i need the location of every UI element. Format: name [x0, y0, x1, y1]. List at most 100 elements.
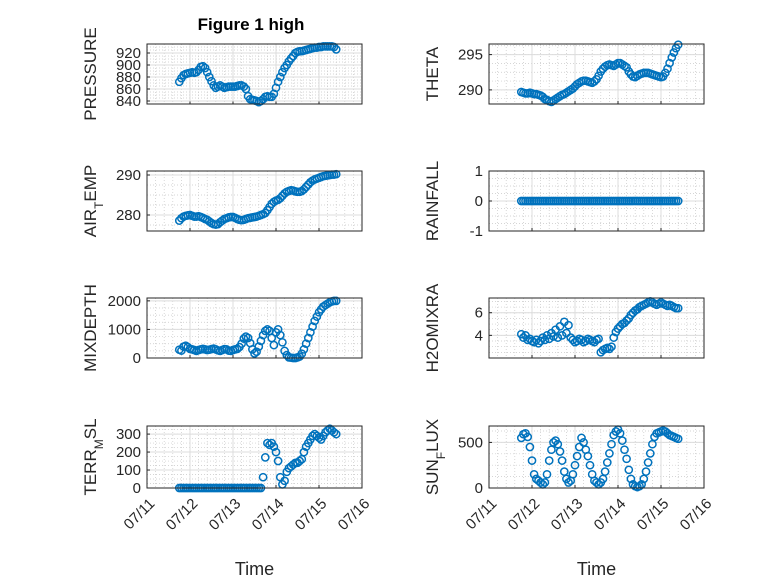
- subplot-sun-flux: 0 500 07/11 07/12 07/13 07/14 07/15 07/16 Time SU…: [423, 419, 715, 579]
- data-point: [329, 427, 339, 437]
- data-point: [594, 71, 603, 81]
- data-point: [252, 347, 261, 357]
- x-tick-label: 07/14: [591, 495, 630, 534]
- data-point: [239, 334, 249, 343]
- data-point: [544, 456, 554, 465]
- data-point: [314, 433, 324, 443]
- data-point: [555, 321, 565, 331]
- data-point: [329, 42, 339, 52]
- data-point: [635, 481, 644, 491]
- data-point: [557, 331, 567, 340]
- data-point: [295, 456, 304, 466]
- axes-frame: [146, 297, 363, 359]
- y-axis-label: PRESSURE: [81, 27, 100, 121]
- data-point: [663, 64, 672, 74]
- y-tick-label: 280: [116, 207, 141, 224]
- data-point: [275, 72, 285, 82]
- y-tick-label: -1: [470, 223, 483, 240]
- y-tick-label: 300: [116, 426, 141, 443]
- data-point: [527, 456, 537, 465]
- data-point: [581, 336, 591, 346]
- y-tick-label: 200: [116, 444, 141, 461]
- data-point: [549, 438, 558, 447]
- x-tick-label: 07/13: [206, 495, 245, 534]
- x-axis-label: Time: [235, 559, 274, 579]
- data-point: [607, 342, 616, 352]
- data-point: [570, 460, 580, 470]
- data-point: [663, 428, 672, 438]
- data-point: [523, 432, 533, 442]
- y-tick-label: 290: [116, 167, 141, 184]
- x-axis-label: Time: [577, 559, 616, 579]
- data-point: [269, 340, 279, 350]
- data-point: [278, 337, 287, 347]
- data-point: [529, 469, 539, 479]
- data-point: [275, 193, 285, 203]
- y-tick-label: 1000: [108, 321, 141, 338]
- data-point: [308, 322, 317, 331]
- data-point: [617, 436, 627, 445]
- data-point: [609, 333, 619, 342]
- y-tick-label: 6: [475, 305, 483, 322]
- y-tick-label: 840: [116, 93, 141, 110]
- y-axis-label: RAINFALL: [423, 161, 442, 241]
- x-tick-label: 07/16: [677, 495, 716, 534]
- data-point: [237, 339, 246, 349]
- data-point: [585, 460, 595, 470]
- x-tick-label: 07/12: [163, 495, 202, 534]
- data-point: [331, 45, 341, 54]
- data-point: [542, 469, 552, 479]
- data-point: [626, 474, 636, 484]
- data-point: [592, 478, 601, 487]
- axes-background: [147, 171, 362, 231]
- data-point: [622, 454, 631, 464]
- y-tick-label: 290: [458, 82, 483, 99]
- data-point: [265, 440, 274, 450]
- data-point: [297, 349, 307, 359]
- data-point: [568, 469, 578, 479]
- data-point: [273, 456, 283, 466]
- data-point: [243, 333, 253, 343]
- y-tick-label: 1: [475, 163, 483, 180]
- data-point: [202, 67, 212, 77]
- data-point: [562, 328, 571, 338]
- data-point: [660, 68, 670, 78]
- data-point: [613, 324, 623, 333]
- data-point: [299, 185, 309, 194]
- y-tick-label: 2000: [108, 293, 141, 310]
- data-point: [254, 342, 264, 351]
- data-point: [207, 76, 216, 86]
- data-point: [572, 451, 582, 461]
- data-point: [331, 429, 341, 439]
- data-point: [620, 445, 629, 455]
- data-point: [536, 478, 545, 487]
- subplot-h2omixra: 4 6 H2OMIXRA: [423, 283, 705, 372]
- data-point: [299, 447, 309, 457]
- y-tick-label: 0: [133, 350, 141, 367]
- data-point: [250, 349, 259, 358]
- y-tick-label: 900: [116, 57, 141, 74]
- data-point: [626, 310, 636, 320]
- data-point: [564, 320, 573, 330]
- subplot-mixdepth: 0 1000 2000 MIXDEPTH: [81, 284, 363, 372]
- data-point: [278, 67, 287, 77]
- data-point: [624, 465, 634, 475]
- y-axis-label: MIXDEPTH: [81, 284, 100, 372]
- y-tick-label: 0: [475, 480, 483, 497]
- data-point: [258, 472, 268, 482]
- data-point: [566, 333, 576, 342]
- data-point: [605, 344, 614, 354]
- data-point: [209, 81, 219, 90]
- axes-frame: [146, 170, 363, 232]
- data-point: [641, 467, 651, 476]
- data-point: [605, 449, 614, 458]
- x-tick-label: 07/14: [249, 495, 288, 534]
- y-tick-label: 4: [475, 327, 483, 344]
- y-tick-label: 860: [116, 81, 141, 98]
- data-point: [198, 61, 208, 71]
- x-tick-label: 07/16: [335, 495, 374, 534]
- data-point: [200, 63, 210, 73]
- axes-frame: [488, 425, 705, 489]
